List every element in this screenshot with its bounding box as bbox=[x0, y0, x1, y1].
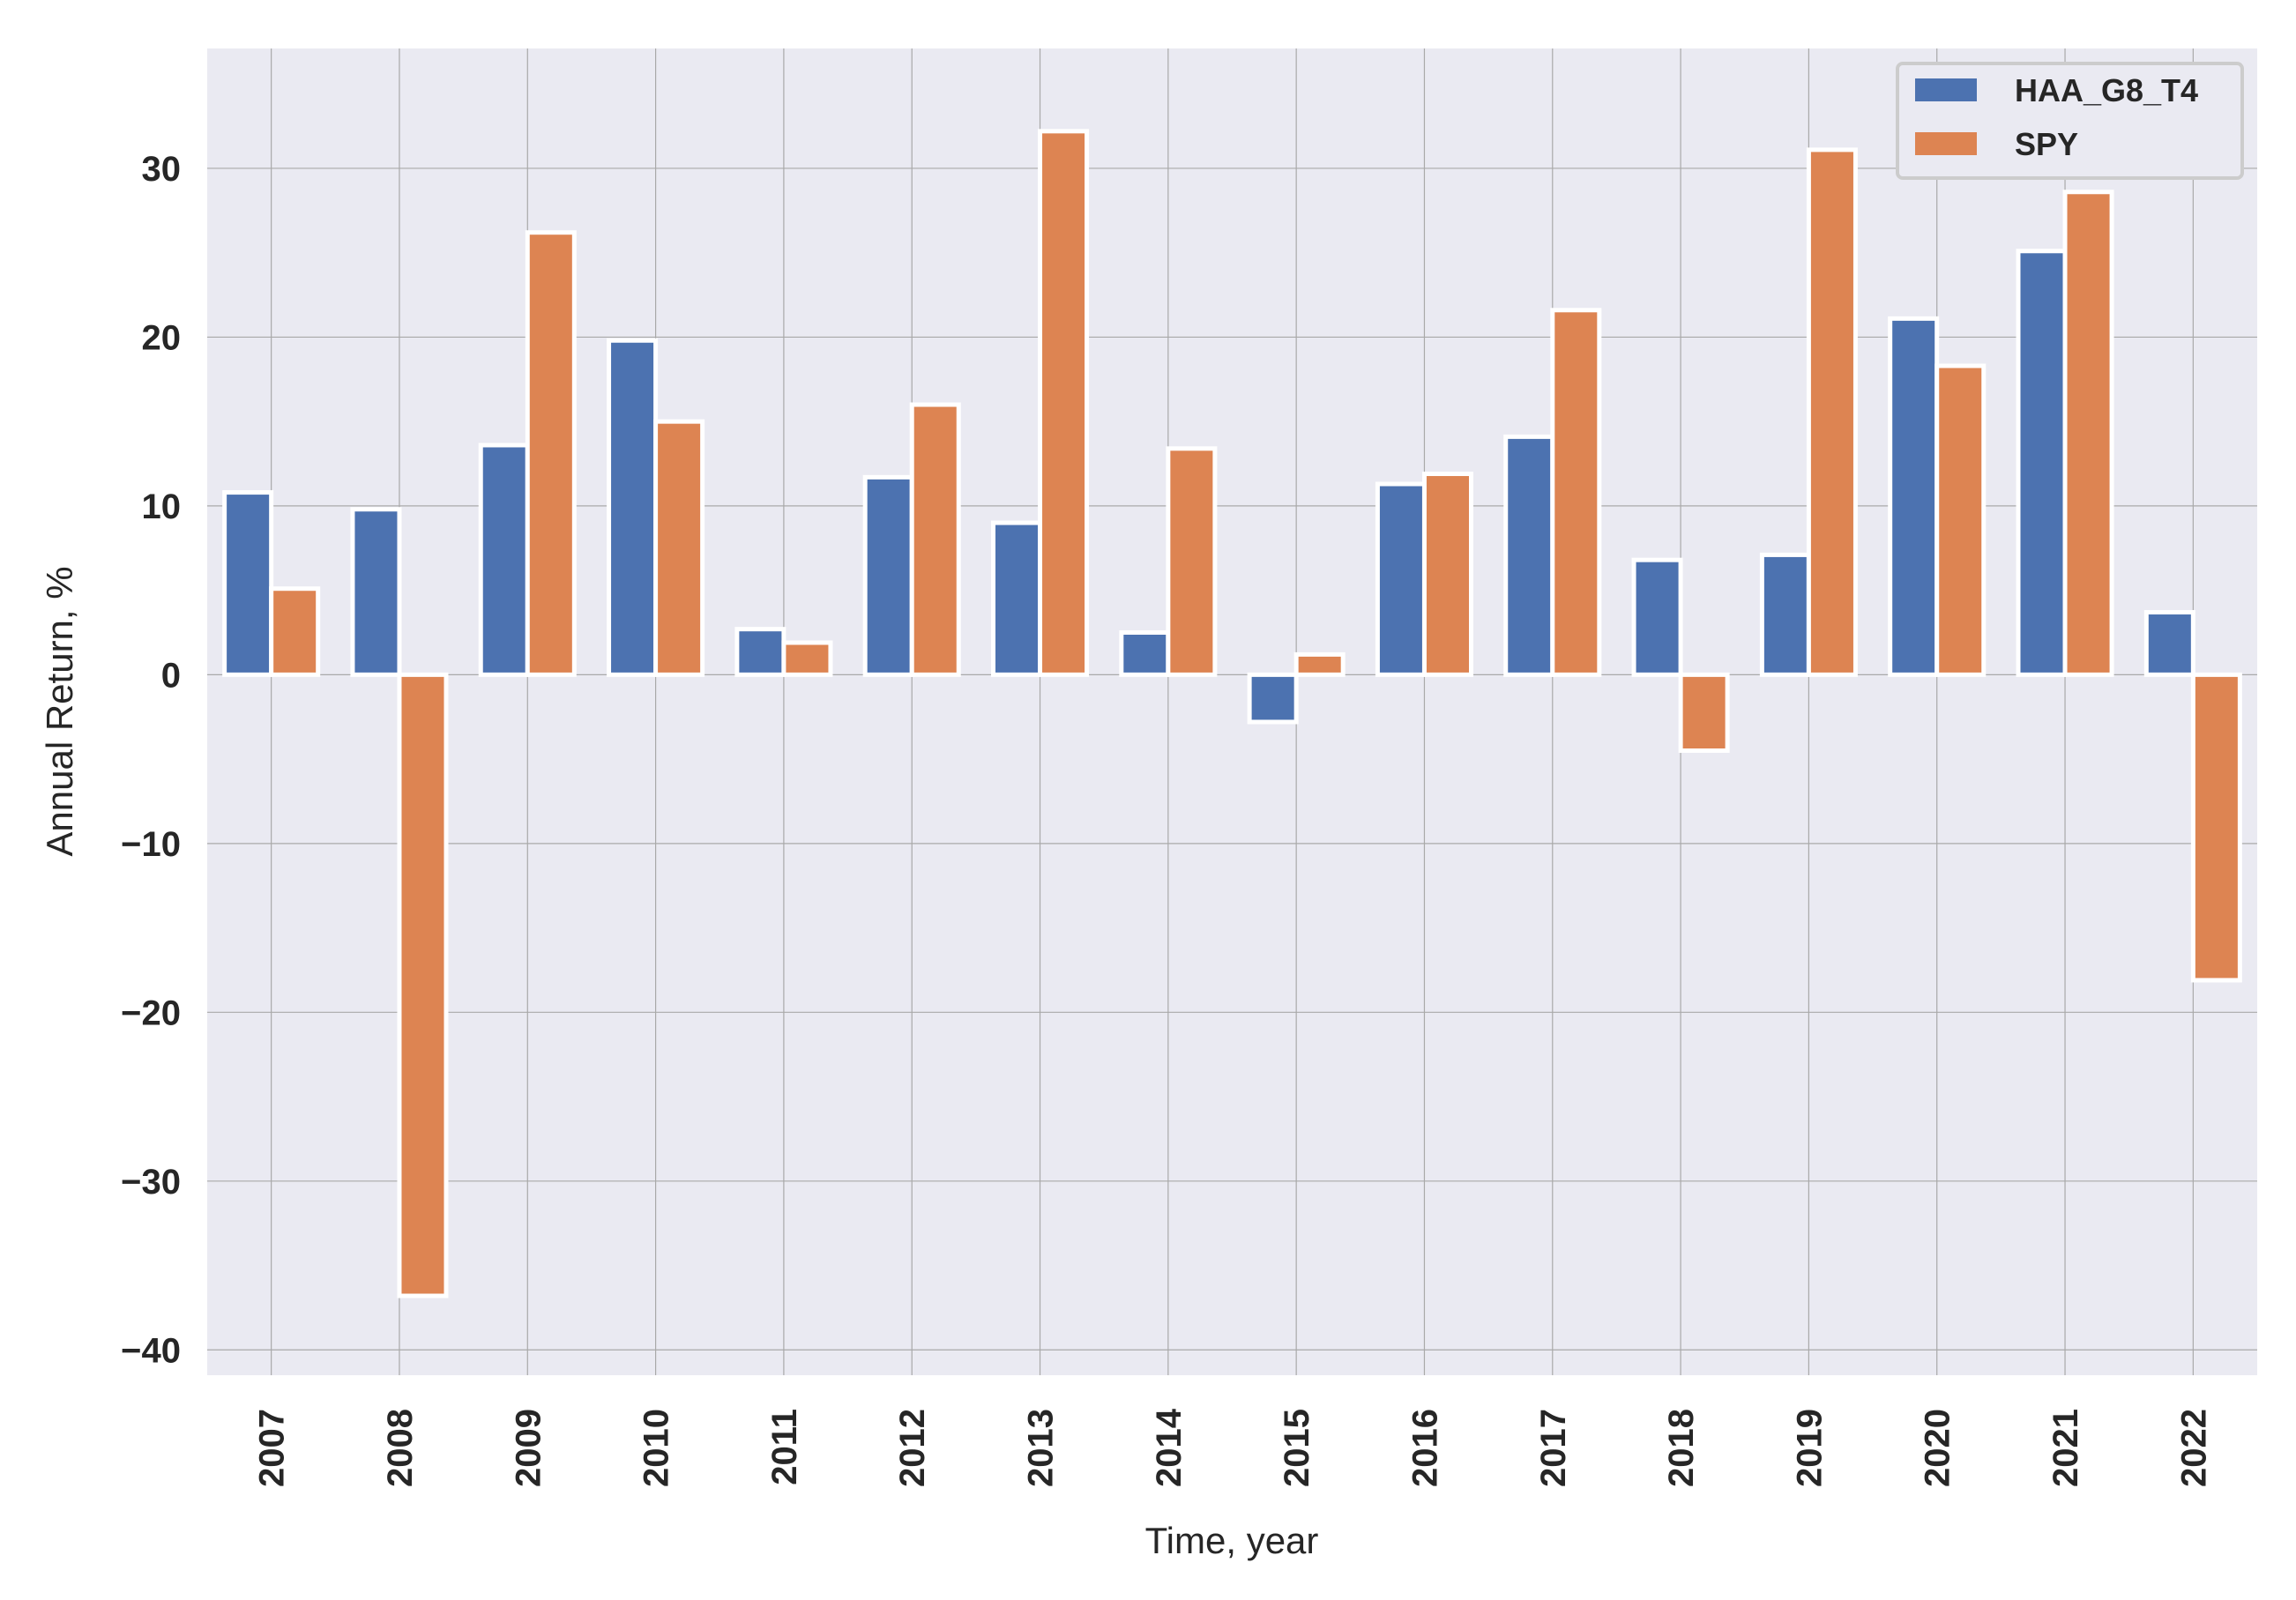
bar-spy-2013 bbox=[1038, 129, 1090, 677]
x-tick-label: 2009 bbox=[509, 1409, 548, 1487]
bar-spy-2022 bbox=[2190, 672, 2242, 983]
bar-haa-g8-t4-2021 bbox=[2016, 249, 2068, 677]
y-tick-label: −10 bbox=[121, 825, 181, 864]
x-tick-label: 2012 bbox=[893, 1409, 932, 1487]
bar-haa-g8-t4-2015 bbox=[1247, 672, 1299, 725]
y-tick-label: 0 bbox=[161, 656, 181, 695]
y-axis-label: Annual Return, % bbox=[39, 566, 80, 856]
legend-frame bbox=[1896, 62, 2244, 180]
bar-spy-2009 bbox=[525, 230, 577, 677]
bar-spy-2014 bbox=[1166, 446, 1218, 677]
y-tick-labels: 30 20 10 0 −10 −20 −30 −40 bbox=[121, 150, 181, 1370]
y-tick-label: −30 bbox=[121, 1163, 181, 1202]
x-tick-label: 2007 bbox=[253, 1409, 292, 1487]
bar-haa-g8-t4-2009 bbox=[478, 443, 530, 677]
bar-haa-g8-t4-2008 bbox=[350, 507, 402, 677]
x-tick-label: 2015 bbox=[1278, 1409, 1316, 1487]
bar-haa-g8-t4-2016 bbox=[1375, 481, 1427, 677]
legend-swatch-haa bbox=[1915, 78, 1977, 101]
legend-swatch-spy bbox=[1915, 132, 1977, 155]
x-tick-label: 2014 bbox=[1150, 1408, 1189, 1487]
x-tick-label: 2019 bbox=[1790, 1409, 1829, 1487]
plot-area bbox=[207, 48, 2257, 1375]
x-tick-label: 2008 bbox=[381, 1409, 420, 1487]
x-tick-label: 2010 bbox=[637, 1409, 676, 1487]
x-tick-label: 2017 bbox=[1534, 1409, 1573, 1487]
bar-haa-g8-t4-2011 bbox=[734, 627, 786, 677]
bar-haa-g8-t4-2014 bbox=[1119, 630, 1171, 677]
bar-spy-2015 bbox=[1293, 651, 1346, 677]
y-tick-label: 30 bbox=[142, 150, 182, 189]
bar-spy-2020 bbox=[1934, 363, 1987, 677]
bar-spy-2012 bbox=[909, 402, 961, 677]
bar-haa-g8-t4-2019 bbox=[1759, 552, 1811, 677]
bar-spy-2018 bbox=[1678, 672, 1730, 754]
y-tick-label: 20 bbox=[142, 318, 182, 357]
x-tick-label: 2022 bbox=[2174, 1409, 2213, 1487]
x-tick-label: 2016 bbox=[1405, 1409, 1444, 1487]
bar-haa-g8-t4-2022 bbox=[2143, 610, 2195, 677]
x-tick-label: 2011 bbox=[765, 1409, 804, 1485]
bar-haa-g8-t4-2007 bbox=[222, 490, 274, 677]
bar-spy-2011 bbox=[781, 640, 833, 677]
legend-label-spy: SPY bbox=[2015, 126, 2078, 162]
legend-label-haa: HAA_G8_T4 bbox=[2015, 72, 2198, 108]
bar-spy-2021 bbox=[2062, 190, 2114, 677]
x-tick-label: 2018 bbox=[1662, 1409, 1701, 1487]
x-tick-label: 2013 bbox=[1022, 1409, 1061, 1487]
bar-spy-2010 bbox=[653, 419, 705, 677]
bar-spy-2017 bbox=[1550, 308, 1602, 677]
x-tick-label: 2021 bbox=[2046, 1409, 2085, 1487]
x-tick-labels: 2007 2008 2009 2010 2011 2012 2013 2014 2015 2016… bbox=[253, 1408, 2214, 1487]
y-tick-label: −40 bbox=[121, 1331, 181, 1370]
bar-spy-2016 bbox=[1421, 472, 1474, 677]
bar-spy-2019 bbox=[1806, 147, 1858, 677]
y-tick-label: −20 bbox=[121, 993, 181, 1032]
bar-haa-g8-t4-2012 bbox=[862, 474, 914, 677]
x-axis-label: Time, year bbox=[1145, 1520, 1319, 1561]
bar-haa-g8-t4-2017 bbox=[1503, 434, 1555, 677]
legend: HAA_G8_T4 SPY bbox=[1896, 62, 2244, 180]
bars bbox=[222, 129, 2242, 1299]
x-tick-label: 2020 bbox=[1919, 1409, 1957, 1487]
y-tick-label: 10 bbox=[142, 487, 182, 526]
bar-haa-g8-t4-2020 bbox=[1888, 316, 1940, 677]
bar-haa-g8-t4-2010 bbox=[607, 338, 659, 677]
bar-haa-g8-t4-2013 bbox=[990, 520, 1043, 677]
bar-haa-g8-t4-2018 bbox=[1631, 557, 1683, 677]
bar-spy-2007 bbox=[269, 586, 321, 677]
bar-spy-2008 bbox=[397, 672, 449, 1299]
